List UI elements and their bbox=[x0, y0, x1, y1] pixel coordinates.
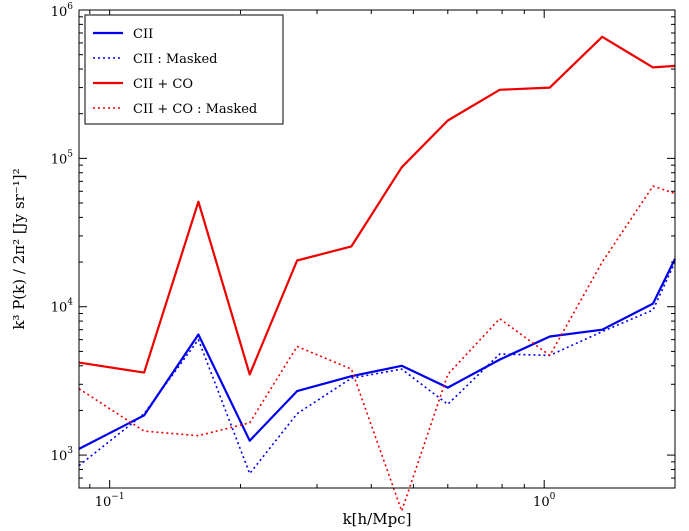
series-line-1 bbox=[78, 261, 676, 475]
legend-label-0: CII bbox=[133, 27, 153, 42]
series-layer bbox=[78, 35, 676, 512]
tick-label: 105 bbox=[51, 149, 74, 167]
tick-label: 10−1 bbox=[95, 492, 125, 510]
tick-label: 100 bbox=[533, 492, 556, 510]
legend-label-3: CII + CO : Masked bbox=[133, 102, 257, 117]
tick-label: 103 bbox=[51, 446, 74, 464]
ticks-layer: 103 104 105 106 10−1 100 bbox=[51, 2, 676, 510]
plot-frame bbox=[78, 9, 676, 489]
series-line-0 bbox=[78, 258, 676, 450]
tick-label: 106 bbox=[51, 2, 74, 20]
y-axis-title: k³ P(k) / 2π² [Jy sr⁻¹]² bbox=[10, 168, 28, 329]
legend-label-2: CII + CO bbox=[133, 77, 193, 92]
series-line-2 bbox=[78, 35, 676, 376]
legend: CII CII : Masked CII + CO CII + CO : Masked bbox=[84, 14, 284, 125]
legend-label-1: CII : Masked bbox=[133, 52, 218, 67]
tick-label: 104 bbox=[51, 298, 74, 316]
x-axis-title: k[h/Mpc] bbox=[343, 510, 412, 528]
